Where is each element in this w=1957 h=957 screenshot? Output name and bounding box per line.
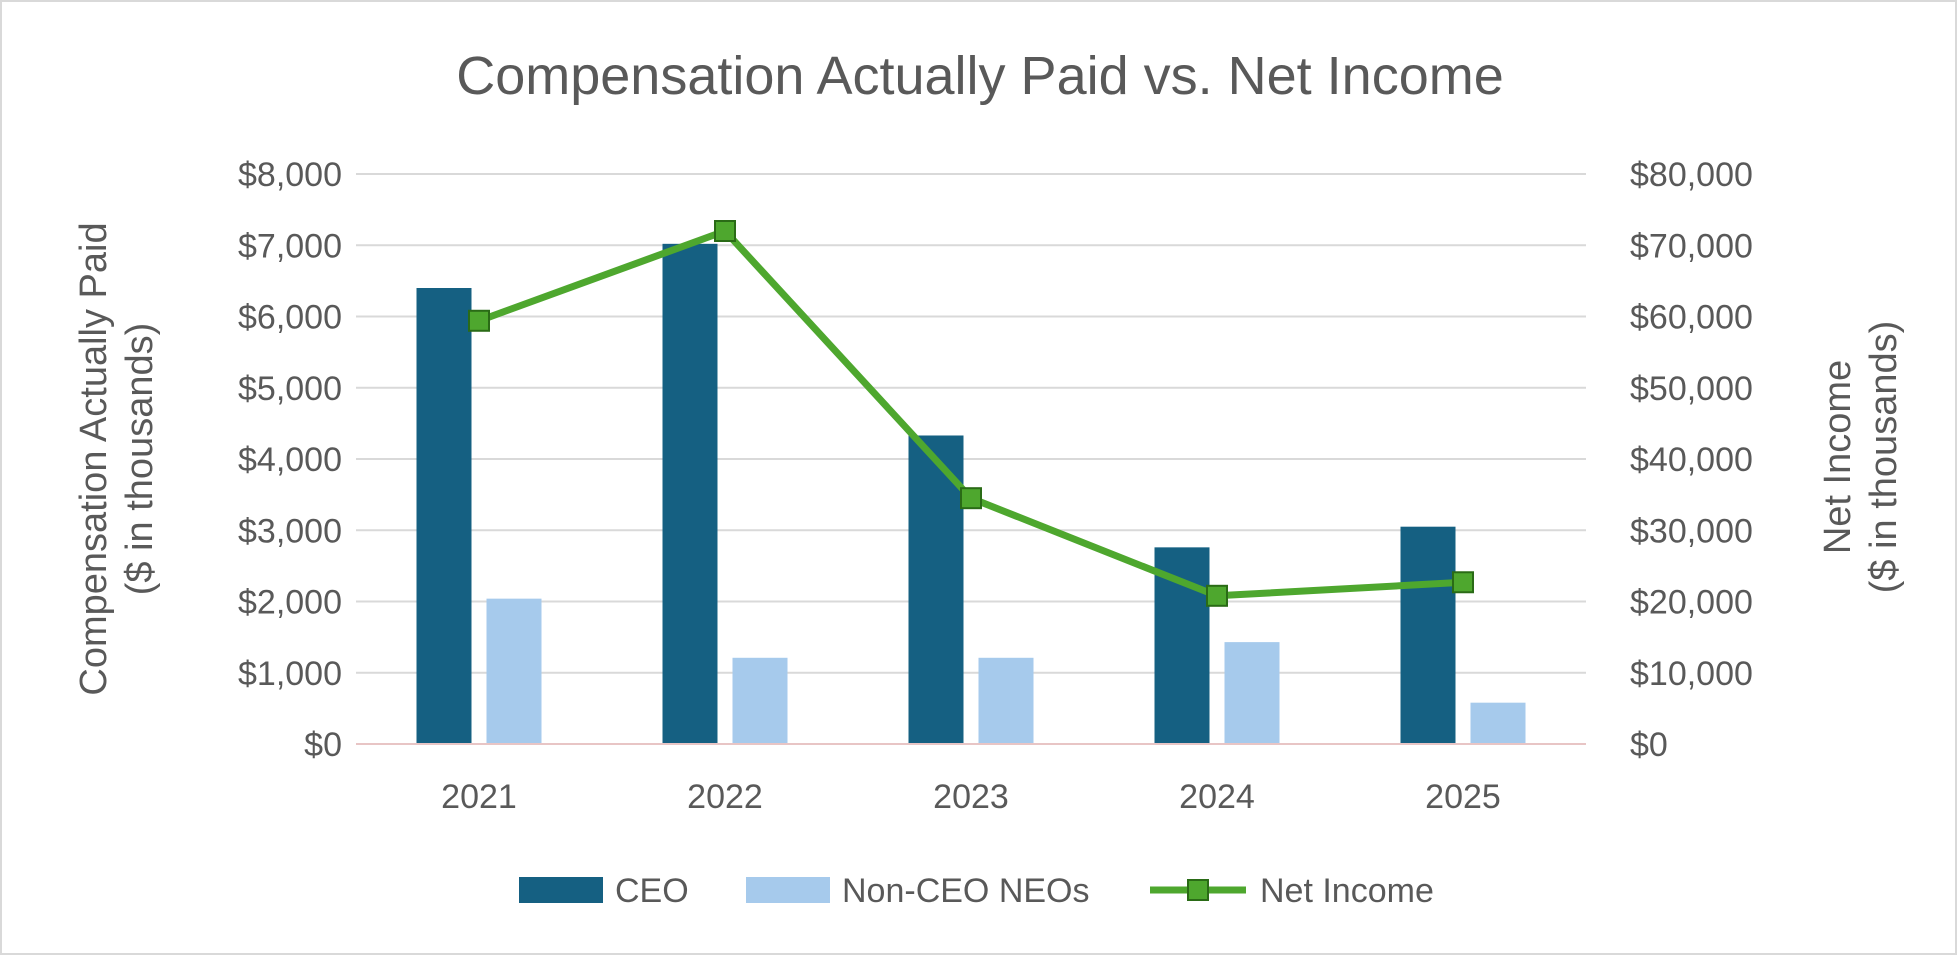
- y-left-tick-label: $0: [304, 726, 342, 764]
- y-right-axis-title-line: Net Income: [1817, 360, 1859, 554]
- y-left-tick-label: $2,000: [238, 584, 342, 622]
- y-left-tick-label: $6,000: [238, 299, 342, 337]
- y-right-tick-label: $60,000: [1630, 299, 1753, 337]
- y-right-tick-label: $20,000: [1630, 584, 1753, 622]
- y-right-tick-label: $70,000: [1630, 227, 1753, 265]
- y-right-tick-label: $10,000: [1630, 655, 1753, 693]
- legend-label: Non-CEO NEOs: [842, 872, 1090, 910]
- y-left-axis-title-line: Compensation Actually Paid: [73, 222, 115, 695]
- y-left-tick-label: $3,000: [238, 512, 342, 550]
- x-tick-label: 2025: [1425, 778, 1501, 816]
- y-left-axis-title: Compensation Actually Paid ($ in thousand…: [73, 222, 161, 695]
- net-income-marker: [1452, 571, 1474, 594]
- y-right-tick-label: $30,000: [1630, 512, 1753, 550]
- legend-label: CEO: [615, 872, 689, 910]
- net-income-polyline: [475, 227, 1467, 600]
- y-right-axis-title-line: ($ in thousands): [1863, 321, 1905, 594]
- legend: CEO Non-CEO NEOs Net Income: [519, 872, 1434, 910]
- x-tick-label: 2024: [1179, 778, 1255, 816]
- bars: [416, 243, 1526, 744]
- legend-swatch-non-ceo-neos: [746, 877, 830, 903]
- y-right-tick-label: $80,000: [1630, 156, 1753, 194]
- y-right-tick-label: $50,000: [1630, 370, 1753, 408]
- legend-marker-net-income: [1187, 879, 1209, 901]
- y-left-axis-title-line: ($ in thousands): [119, 323, 161, 596]
- gridlines: [356, 173, 1586, 674]
- y-left-tick-label: $5,000: [238, 370, 342, 408]
- non-ceo-neo-bar: [1224, 642, 1280, 744]
- legend-swatch-ceo: [519, 877, 603, 903]
- y-right-tick-label: $40,000: [1630, 441, 1753, 479]
- ceo-bar: [908, 435, 964, 744]
- net-income-marker: [468, 309, 490, 332]
- non-ceo-neo-bar: [732, 657, 788, 744]
- non-ceo-neo-bar: [1470, 702, 1526, 744]
- ceo-bar: [662, 243, 718, 744]
- ceo-bar: [1400, 526, 1456, 744]
- net-income-marker: [960, 487, 982, 510]
- net-income-line: [468, 220, 1474, 607]
- non-ceo-neo-bar: [486, 598, 542, 744]
- y-right-axis-title: Net Income ($ in thousands): [1817, 321, 1905, 594]
- x-tick-label: 2021: [441, 778, 517, 816]
- y-left-tick-label: $1,000: [238, 655, 342, 693]
- y-left-tick-label: $7,000: [238, 227, 342, 265]
- x-tick-label: 2022: [687, 778, 763, 816]
- net-income-marker: [714, 220, 736, 242]
- ceo-bar: [416, 288, 472, 744]
- y-left-tick-label: $4,000: [238, 441, 342, 479]
- chart-title: Compensation Actually Paid vs. Net Incom…: [456, 46, 1504, 106]
- non-ceo-neo-bar: [978, 657, 1034, 744]
- axes: $0 $0 $1,000 $10,000 $2,000 $20,000 $3,000 $30,…: [73, 156, 1905, 816]
- y-left-tick-label: $8,000: [238, 156, 342, 194]
- x-tick-label: 2023: [933, 778, 1009, 816]
- legend-label: Net Income: [1260, 872, 1434, 910]
- y-right-tick-label: $0: [1630, 726, 1668, 764]
- net-income-marker: [1206, 584, 1228, 607]
